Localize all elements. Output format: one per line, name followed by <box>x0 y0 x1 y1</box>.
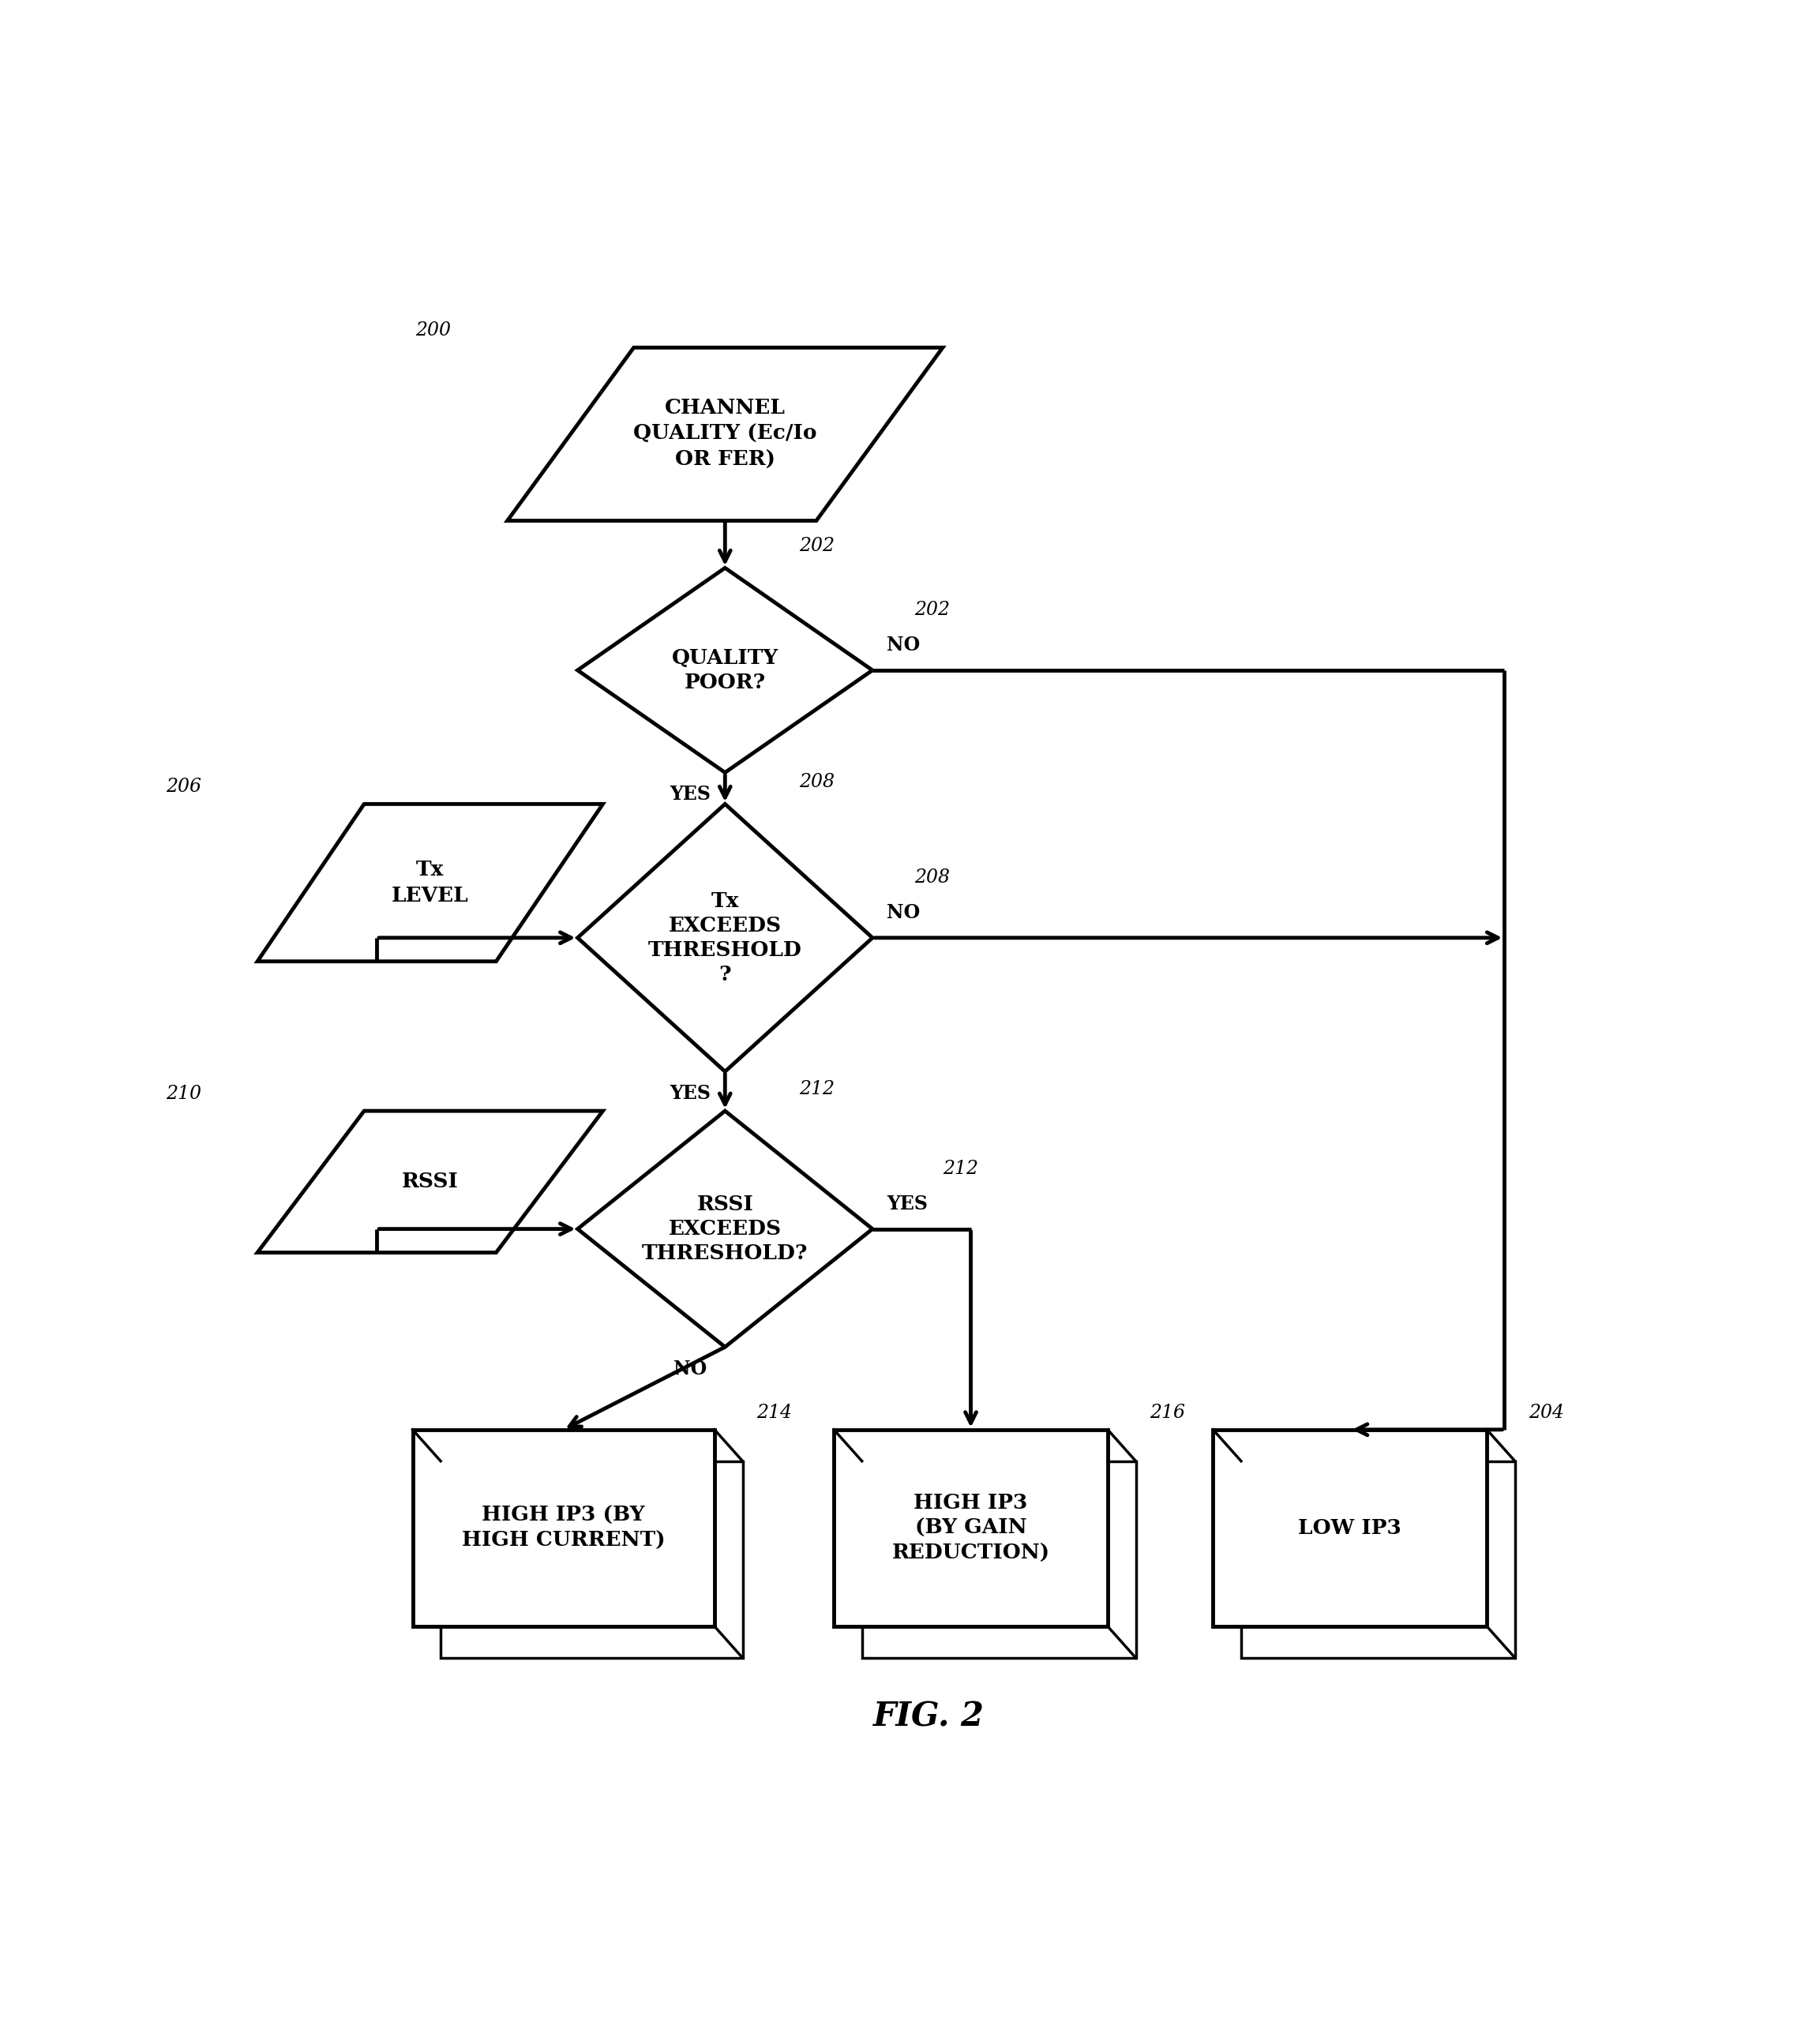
Text: 202: 202 <box>799 538 834 556</box>
Polygon shape <box>578 568 873 773</box>
Text: 210: 210 <box>165 1085 201 1104</box>
Text: LOW IP3: LOW IP3 <box>1297 1519 1402 1537</box>
Text: HIGH IP3 (BY
HIGH CURRENT): HIGH IP3 (BY HIGH CURRENT) <box>462 1506 665 1551</box>
Text: 204: 204 <box>1529 1404 1564 1423</box>
Text: Tx
LEVEL: Tx LEVEL <box>391 861 469 905</box>
Text: 212: 212 <box>942 1159 978 1177</box>
Text: HIGH IP3
(BY GAIN
REDUCTION): HIGH IP3 (BY GAIN REDUCTION) <box>892 1492 1049 1564</box>
Polygon shape <box>507 347 942 521</box>
Text: 206: 206 <box>165 779 201 795</box>
Text: NO: NO <box>886 636 920 654</box>
Text: 200: 200 <box>415 321 451 339</box>
Bar <box>834 1429 1107 1627</box>
Text: 212: 212 <box>799 1079 834 1098</box>
Text: FIG. 2: FIG. 2 <box>873 1701 984 1733</box>
Text: 214: 214 <box>757 1404 792 1423</box>
Text: YES: YES <box>669 1083 710 1104</box>
Polygon shape <box>257 803 603 961</box>
Text: 208: 208 <box>799 773 834 791</box>
Text: CHANNEL
QUALITY (Ec/Io
OR FER): CHANNEL QUALITY (Ec/Io OR FER) <box>632 399 817 470</box>
Polygon shape <box>578 1112 873 1347</box>
Text: RSSI
EXCEEDS
THRESHOLD?: RSSI EXCEEDS THRESHOLD? <box>641 1194 808 1263</box>
Polygon shape <box>257 1112 603 1253</box>
Bar <box>863 1461 1136 1658</box>
Text: NO: NO <box>886 903 920 922</box>
Text: 208: 208 <box>915 869 949 887</box>
Text: NO: NO <box>674 1359 707 1378</box>
Bar <box>1212 1429 1488 1627</box>
Polygon shape <box>578 803 873 1071</box>
Bar <box>413 1429 714 1627</box>
Text: QUALITY
POOR?: QUALITY POOR? <box>672 648 779 693</box>
Text: YES: YES <box>669 785 710 803</box>
Bar <box>1241 1461 1515 1658</box>
Bar <box>440 1461 743 1658</box>
Text: 216: 216 <box>1151 1404 1185 1423</box>
Text: 202: 202 <box>915 601 949 619</box>
Text: RSSI: RSSI <box>402 1171 458 1192</box>
Text: YES: YES <box>886 1194 928 1214</box>
Text: Tx
EXCEEDS
THRESHOLD
?: Tx EXCEEDS THRESHOLD ? <box>649 891 803 985</box>
